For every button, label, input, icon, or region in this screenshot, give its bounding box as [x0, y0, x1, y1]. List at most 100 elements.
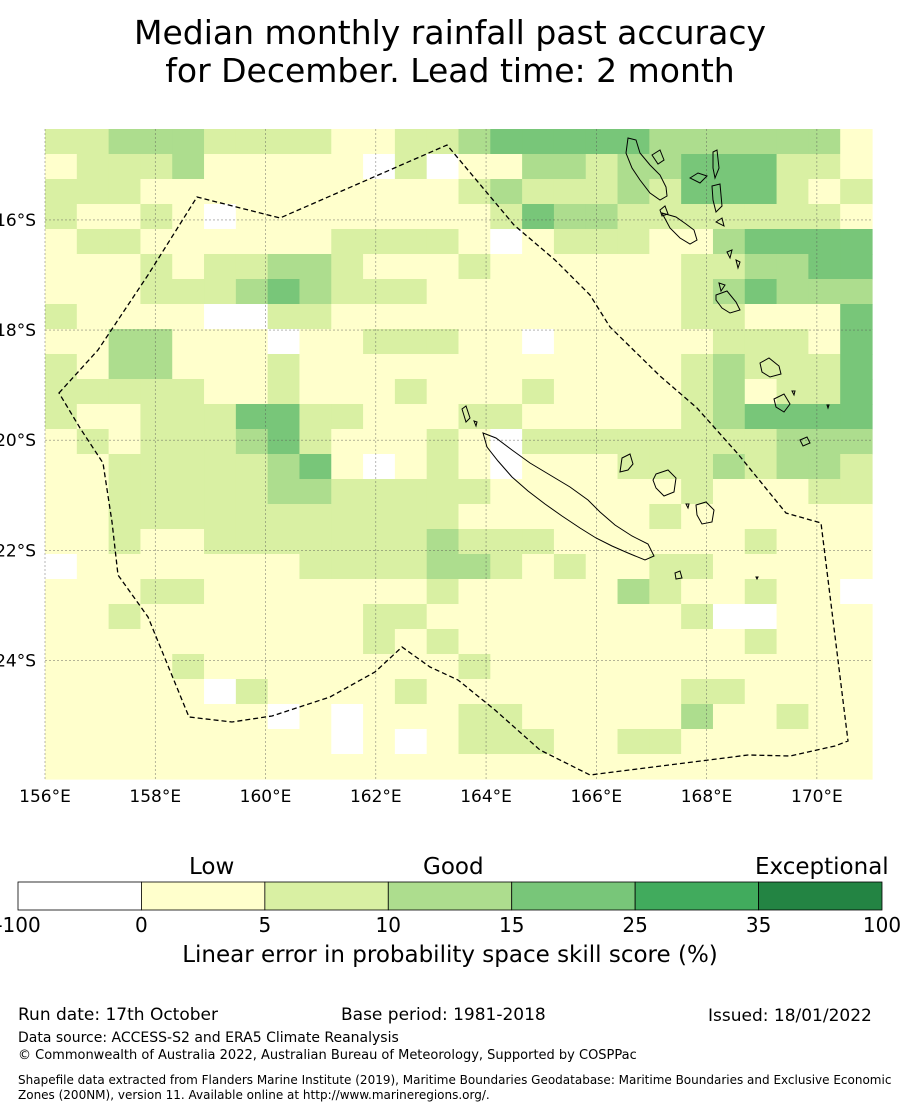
grid-cell [45, 654, 78, 680]
grid-cell [776, 329, 809, 355]
grid-cell [776, 604, 809, 630]
grid-cell [617, 629, 650, 655]
shapefile-credit: Shapefile data extracted from Flanders M… [18, 1073, 892, 1102]
grid-cell [45, 329, 78, 355]
grid-cell [108, 129, 142, 155]
grid-cell [45, 579, 78, 605]
grid-cell [490, 654, 523, 680]
latitude-tick-label: 24°S [0, 652, 36, 672]
grid-cell [490, 529, 523, 555]
grid-cell [712, 254, 746, 280]
grid-cell [585, 629, 619, 655]
grid-cell [172, 204, 205, 230]
grid-cell [331, 254, 364, 280]
grid-cell [744, 554, 778, 580]
grid-cell [331, 579, 364, 605]
chart-title: Median monthly rainfall past accuracy fo… [0, 14, 900, 90]
grid-cell [394, 679, 428, 705]
grid-cell [394, 579, 428, 605]
grid-cell [235, 329, 269, 355]
grid-cell [585, 504, 619, 530]
grid-cell [490, 254, 523, 280]
grid-cell [522, 254, 555, 280]
grid-cell [458, 479, 491, 505]
grid-cell [776, 479, 809, 505]
grid-cell [808, 679, 841, 705]
longitude-tick-label: 170°E [791, 787, 843, 807]
grid-cell [426, 154, 460, 180]
grid-cell [172, 129, 205, 155]
grid-cell [235, 279, 269, 305]
grid-cell [235, 504, 269, 530]
grid-cell [681, 379, 714, 405]
grid-cell [172, 154, 205, 180]
grid-cell [140, 204, 173, 230]
grid-cell [140, 604, 173, 630]
grid-cell [776, 229, 809, 255]
grid-cell [45, 729, 78, 755]
grid-cell [458, 704, 491, 730]
grid-cell [426, 754, 460, 780]
grid-cell [681, 479, 714, 505]
grid-cell [140, 479, 173, 505]
grid-cell [76, 729, 110, 755]
grid-cell [204, 229, 237, 255]
grid-cell [712, 129, 746, 155]
grid-cell [522, 354, 555, 380]
latitude-tick-label: 18°S [0, 321, 36, 341]
grid-cell [712, 604, 746, 630]
grid-cell [204, 279, 237, 305]
grid-cell [140, 354, 173, 380]
new-caledonia-islands [461, 405, 759, 581]
grid-cell [553, 279, 587, 305]
colorbar-tick-label: 10 [376, 913, 401, 937]
grid-cell [45, 454, 78, 480]
grid-cell [744, 154, 778, 180]
grid-cell [585, 179, 619, 205]
grid-cell [585, 529, 619, 555]
grid-cell [267, 654, 301, 680]
grid-cell [108, 229, 142, 255]
grid-cell [45, 179, 78, 205]
grid-cell [681, 179, 714, 205]
grid-cell [649, 329, 682, 355]
grid-cell [808, 379, 841, 405]
grid-cell [776, 429, 809, 455]
grid-cell [363, 379, 396, 405]
grid-cell [585, 479, 619, 505]
grid-cell [522, 604, 555, 630]
grid-cell [76, 604, 110, 630]
grid-cell [235, 729, 269, 755]
data-source: Data source: ACCESS-S2 and ERA5 Climate … [18, 1030, 399, 1046]
grid-cell [490, 629, 523, 655]
grid-cell [331, 354, 364, 380]
grid-cell [426, 179, 460, 205]
grid-cell [681, 429, 714, 455]
grid-cell [776, 704, 809, 730]
grid-cell [458, 304, 491, 330]
grid-cell [522, 204, 555, 230]
latitude-tick-label: 16°S [0, 211, 36, 231]
grid-cell [490, 229, 523, 255]
grid-cell [394, 354, 428, 380]
grid-cell [585, 154, 619, 180]
grid-cell [776, 729, 809, 755]
grid-cell [235, 304, 269, 330]
grid-cell [204, 304, 237, 330]
grid-cell [649, 729, 682, 755]
grid-cell [712, 554, 746, 580]
longitude-tick-label: 164°E [460, 787, 512, 807]
grid-cell [204, 254, 237, 280]
grid-cell [426, 279, 460, 305]
grid-cell [235, 754, 269, 780]
grid-cell [617, 129, 650, 155]
grid-cell [331, 479, 364, 505]
grid-cell [299, 654, 332, 680]
grid-cell [299, 479, 332, 505]
grid-cell [267, 579, 301, 605]
grid-cell [522, 429, 555, 455]
grid-cell [649, 229, 682, 255]
grid-cell [45, 229, 78, 255]
grid-cell [426, 254, 460, 280]
grid-cell [681, 754, 714, 780]
